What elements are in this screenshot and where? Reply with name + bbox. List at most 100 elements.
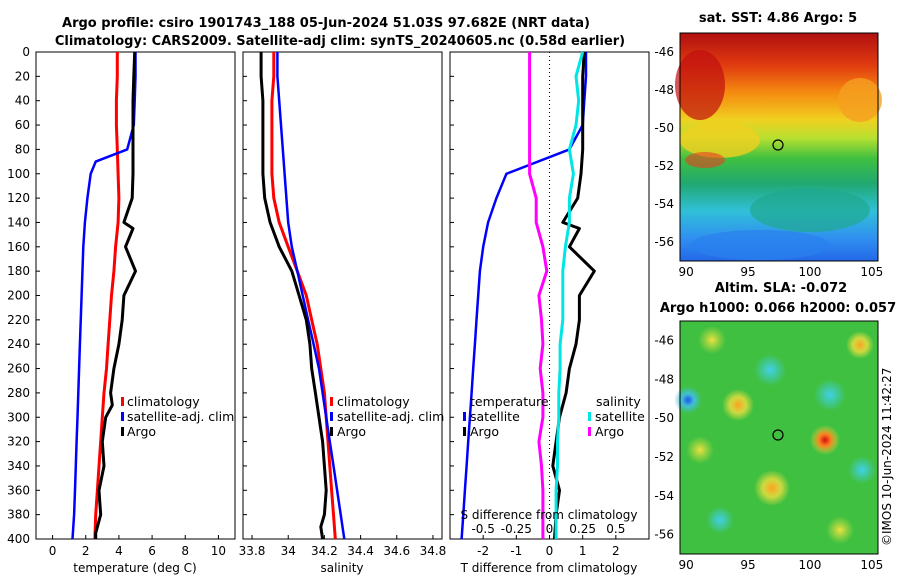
map-y-tick-label: -52 <box>654 450 674 464</box>
legend-label-satellite: satellite-adj. clim <box>127 409 234 424</box>
series-line-climatology <box>270 52 337 540</box>
depth-tick-label: 40 <box>15 94 30 108</box>
s-diff-tick-label: 0.5 <box>606 522 625 536</box>
depth-tick-label: 200 <box>7 289 30 303</box>
figure-title-line-1: Argo profile: csiro 1901743_188 05-Jun-2… <box>62 16 590 31</box>
series-line-argo <box>94 51 137 539</box>
x-tick-label: 34.4 <box>347 544 374 558</box>
sla-high-anomaly <box>846 331 874 359</box>
depth-tick-label: 160 <box>7 240 30 254</box>
map-y-tick-label: -50 <box>654 121 674 135</box>
imos-timestamp: ©IMOS 10-Jun-2024 11:42:27 <box>880 368 894 546</box>
depth-tick-label: 0 <box>22 45 30 59</box>
map-x-tick-label: 95 <box>740 558 755 572</box>
legend-swatch-s-argo <box>588 427 591 436</box>
x-tick-label: 10 <box>211 544 226 558</box>
sla-high-anomaly <box>698 326 726 354</box>
map-y-tick-label: -48 <box>654 372 674 386</box>
sst-x-axis: 90 95 100 105 <box>679 265 884 279</box>
map-y-tick-label: -52 <box>654 159 674 173</box>
map-y-tick-label: -46 <box>654 333 674 347</box>
t-difference-x-label: T difference from climatology <box>460 561 638 575</box>
depth-tick-label: 220 <box>7 313 30 327</box>
map-y-tick-label: -54 <box>654 197 674 211</box>
legend-swatch-t-argo <box>463 427 466 436</box>
sla-x-axis: 90 95 100 105 <box>679 558 884 572</box>
legend-swatch-argo <box>330 427 333 436</box>
s-diff-tick-label: -0.5 <box>471 522 494 536</box>
sst-yellow-band <box>680 122 760 158</box>
x-tick-label: 33.8 <box>239 544 266 558</box>
depth-axis: 0 20 40 60 80 100 120 140 160 180 200 220 240 260 280 3… <box>7 45 454 546</box>
depth-tick-label: 240 <box>7 337 30 351</box>
figure-title-line-2: Climatology: CARS2009. Satellite-adj cli… <box>55 34 625 49</box>
x-tick-label: 34 <box>281 544 296 558</box>
s-diff-tick-label: 0.25 <box>569 522 596 536</box>
legend-temperature-header: temperature <box>470 394 549 409</box>
x-tick-label: 1 <box>579 544 587 558</box>
sst-map <box>675 32 882 262</box>
sla-map-title-line-1: Altim. SLA: -0.072 <box>715 281 847 296</box>
sla-y-axis: -46 -48 -50 -52 -54 -56 <box>654 333 674 541</box>
map-x-tick-label: 95 <box>740 265 755 279</box>
series-line-s-satellite <box>554 51 585 539</box>
sst-argo-location-marker <box>772 139 784 151</box>
depth-tick-label: 340 <box>7 459 30 473</box>
difference-legend: temperature satellite Argo salinity sate… <box>463 394 645 439</box>
sla-high-anomaly <box>826 516 854 544</box>
salinity-series <box>259 52 346 540</box>
sla-low-anomaly <box>674 386 702 414</box>
temperature-x-axis: 0 2 4 6 8 10 <box>49 535 226 558</box>
sla-map-frame <box>679 320 879 555</box>
difference-panel-frame <box>449 51 650 540</box>
series-line-satellite-adj-clim <box>276 52 346 540</box>
x-tick-label: 4 <box>115 544 123 558</box>
sla-high-anomaly <box>754 470 790 506</box>
depth-tick-label: 320 <box>7 435 30 449</box>
sla-map <box>674 320 879 555</box>
series-line-s-argo <box>528 52 549 539</box>
legend-salinity-header: salinity <box>596 394 641 409</box>
series-line-argo <box>259 52 328 540</box>
depth-tick-label: 360 <box>7 483 30 497</box>
sst-y-axis: -46 -48 -50 -52 -54 -56 <box>654 45 674 249</box>
x-tick-label: 6 <box>148 544 156 558</box>
depth-tick-label: 120 <box>7 191 30 205</box>
map-x-tick-label: 90 <box>679 265 694 279</box>
map-y-tick-label: -56 <box>654 528 674 542</box>
x-tick-label: 2 <box>612 544 620 558</box>
s-diff-tick-label: -0.25 <box>501 522 532 536</box>
series-line-t-satellite <box>460 52 588 540</box>
s-difference-top-label: S difference from climatology <box>461 508 638 522</box>
depth-tick-label: 20 <box>15 69 30 83</box>
sla-map-title-line-2: Argo h1000: 0.066 h2000: 0.057 <box>660 301 896 316</box>
map-x-tick-label: 100 <box>798 558 821 572</box>
difference-series <box>460 51 596 540</box>
legend-swatch-climatology <box>330 397 333 406</box>
x-tick-label: 0 <box>546 544 554 558</box>
sst-warm-patch <box>838 78 882 122</box>
s-difference-ticks: -0.5 -0.25 0 0.25 0.5 <box>471 522 625 536</box>
x-tick-label: 8 <box>181 544 189 558</box>
s-diff-tick-label: 0 <box>546 522 554 536</box>
difference-x-axis: -2 -1 0 1 2 <box>477 535 620 558</box>
series-line-climatology <box>93 52 121 540</box>
sst-warm-patch <box>675 50 725 120</box>
map-x-tick-label: 105 <box>860 558 883 572</box>
x-tick-label: 34.6 <box>383 544 410 558</box>
map-x-tick-label: 105 <box>860 265 883 279</box>
salinity-legend: climatology satellite-adj. clim Argo <box>330 394 444 439</box>
legend-swatch-satellite <box>121 412 124 421</box>
sst-teal-patch <box>750 188 870 232</box>
series-line-t-argo <box>551 51 596 540</box>
legend-swatch-argo <box>121 427 124 436</box>
sla-low-anomaly <box>754 354 786 386</box>
legend-label-s-satellite: satellite <box>595 409 645 424</box>
map-y-tick-label: -56 <box>654 235 674 249</box>
legend-swatch-satellite <box>330 412 333 421</box>
legend-label-climatology: climatology <box>127 394 200 409</box>
legend-label-t-satellite: satellite <box>470 409 520 424</box>
temperature-panel-frame <box>35 51 236 540</box>
x-tick-label: 34.8 <box>420 544 447 558</box>
